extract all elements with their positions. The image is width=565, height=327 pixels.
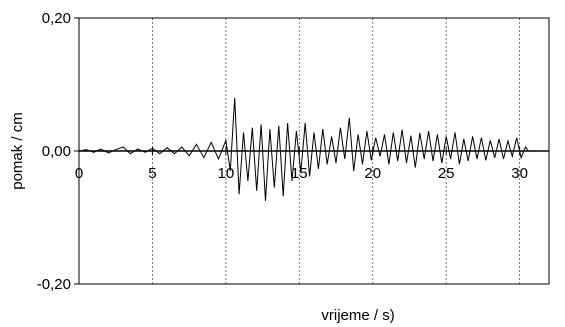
x-tick-label: 25 bbox=[438, 165, 455, 182]
x-tick-label: 20 bbox=[364, 165, 381, 182]
x-tick-label: 30 bbox=[511, 165, 528, 182]
y-tick-label: 0,00 bbox=[42, 143, 71, 160]
x-tick-label: 0 bbox=[75, 165, 83, 182]
x-tick-label: 15 bbox=[291, 165, 308, 182]
x-axis-label: vrijeme / s) bbox=[321, 307, 394, 324]
axis-ticks: 0 5 10 15 20 25 30 0,20 0,00 -0,20 bbox=[37, 10, 528, 293]
x-tick-label: 10 bbox=[218, 165, 235, 182]
y-tick-label: -0,20 bbox=[37, 276, 71, 293]
y-tick-label: 0,20 bbox=[42, 10, 71, 27]
x-tick-label: 5 bbox=[148, 165, 156, 182]
displacement-series-line bbox=[78, 97, 529, 201]
y-axis-label: pomak / cm bbox=[9, 112, 26, 190]
